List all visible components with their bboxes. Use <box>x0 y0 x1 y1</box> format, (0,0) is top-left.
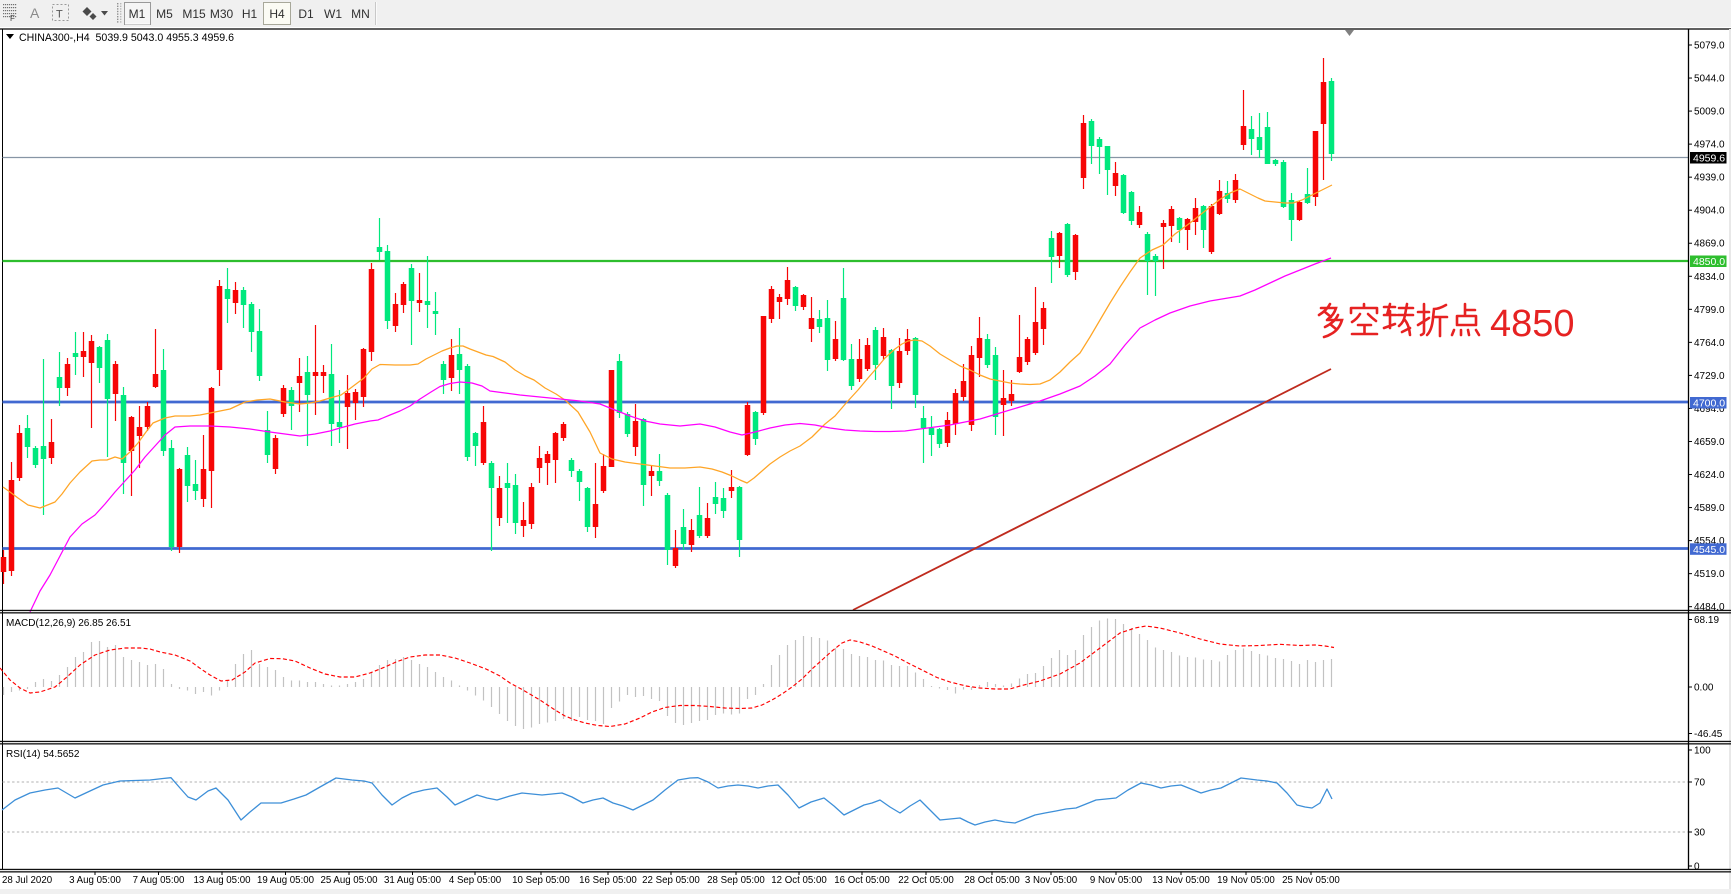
svg-text:D1: D1 <box>298 7 314 21</box>
svg-text:4519.0: 4519.0 <box>1694 569 1725 580</box>
svg-text:28 Sep 05:00: 28 Sep 05:00 <box>707 875 765 886</box>
svg-text:A: A <box>30 5 40 21</box>
svg-text:5079.0: 5079.0 <box>1694 41 1725 52</box>
svg-text:4700.0: 4700.0 <box>1693 398 1725 410</box>
svg-text:4659.0: 4659.0 <box>1694 437 1725 448</box>
svg-text:3 Nov 05:00: 3 Nov 05:00 <box>1025 875 1078 886</box>
svg-text:30: 30 <box>1694 828 1706 839</box>
svg-text:4834.0: 4834.0 <box>1694 272 1725 283</box>
svg-text:W1: W1 <box>324 7 342 21</box>
svg-text:4624.0: 4624.0 <box>1694 470 1725 481</box>
svg-text:28 Oct 05:00: 28 Oct 05:00 <box>964 875 1020 886</box>
svg-text:19 Aug 05:00: 19 Aug 05:00 <box>257 875 315 886</box>
svg-text:4484.0: 4484.0 <box>1694 602 1725 613</box>
svg-text:MACD(12,26,9) 26.85 26.51: MACD(12,26,9) 26.85 26.51 <box>6 618 132 629</box>
svg-text:25 Nov 05:00: 25 Nov 05:00 <box>1282 875 1340 886</box>
svg-text:16 Oct 05:00: 16 Oct 05:00 <box>834 875 890 886</box>
svg-text:-46.45: -46.45 <box>1694 729 1723 740</box>
svg-text:5044.0: 5044.0 <box>1694 74 1725 85</box>
svg-text:100: 100 <box>1694 746 1711 757</box>
svg-text:4850: 4850 <box>1490 303 1575 345</box>
svg-text:19 Nov 05:00: 19 Nov 05:00 <box>1217 875 1275 886</box>
svg-text:F: F <box>10 14 15 23</box>
svg-text:4545.0: 4545.0 <box>1693 544 1725 556</box>
svg-text:28 Jul 2020: 28 Jul 2020 <box>2 875 53 886</box>
svg-text:M30: M30 <box>210 7 234 21</box>
svg-text:70: 70 <box>1694 778 1706 789</box>
svg-text:4904.0: 4904.0 <box>1694 206 1725 217</box>
svg-text:13 Aug 05:00: 13 Aug 05:00 <box>193 875 251 886</box>
svg-text:4554.0: 4554.0 <box>1694 536 1725 547</box>
svg-text:4 Sep 05:00: 4 Sep 05:00 <box>449 875 502 886</box>
svg-text:MN: MN <box>351 7 370 21</box>
svg-text:9 Nov 05:00: 9 Nov 05:00 <box>1090 875 1143 886</box>
svg-text:4850.0: 4850.0 <box>1693 256 1725 268</box>
svg-text:M5: M5 <box>156 7 173 21</box>
svg-text:M1: M1 <box>129 7 146 21</box>
svg-text:M15: M15 <box>182 7 206 21</box>
svg-text:4939.0: 4939.0 <box>1694 173 1725 184</box>
svg-text:10 Sep 05:00: 10 Sep 05:00 <box>512 875 570 886</box>
svg-text:4764.0: 4764.0 <box>1694 338 1725 349</box>
svg-text:3 Aug 05:00: 3 Aug 05:00 <box>69 875 121 886</box>
svg-text:4959.6: 4959.6 <box>1693 153 1725 165</box>
svg-text:4729.0: 4729.0 <box>1694 371 1725 382</box>
svg-text:4869.0: 4869.0 <box>1694 239 1725 250</box>
svg-text:0.00: 0.00 <box>1694 683 1714 694</box>
svg-text:13 Nov 05:00: 13 Nov 05:00 <box>1152 875 1210 886</box>
svg-text:22 Oct 05:00: 22 Oct 05:00 <box>898 875 954 886</box>
svg-text:4974.0: 4974.0 <box>1694 140 1725 151</box>
svg-text:7 Aug 05:00: 7 Aug 05:00 <box>133 875 185 886</box>
svg-text:4799.0: 4799.0 <box>1694 305 1725 316</box>
svg-text:CHINA300-,H4 5039.9 5043.0 49: CHINA300-,H4 5039.9 5043.0 4955.3 4959.6 <box>19 32 234 44</box>
svg-text:4589.0: 4589.0 <box>1694 503 1725 514</box>
svg-text:68.19: 68.19 <box>1694 615 1719 626</box>
svg-text:25 Aug 05:00: 25 Aug 05:00 <box>320 875 378 886</box>
svg-text:H1: H1 <box>242 7 258 21</box>
svg-text:12 Oct 05:00: 12 Oct 05:00 <box>771 875 827 886</box>
svg-text:5009.0: 5009.0 <box>1694 107 1725 118</box>
svg-text:RSI(14) 54.5652: RSI(14) 54.5652 <box>6 749 80 760</box>
svg-text:0: 0 <box>1694 862 1700 873</box>
svg-text:16 Sep 05:00: 16 Sep 05:00 <box>579 875 637 886</box>
svg-text:31 Aug 05:00: 31 Aug 05:00 <box>384 875 442 886</box>
svg-text:22 Sep 05:00: 22 Sep 05:00 <box>642 875 700 886</box>
svg-text:T: T <box>56 9 63 21</box>
svg-text:4694.0: 4694.0 <box>1694 404 1725 415</box>
svg-text:H4: H4 <box>269 7 285 21</box>
